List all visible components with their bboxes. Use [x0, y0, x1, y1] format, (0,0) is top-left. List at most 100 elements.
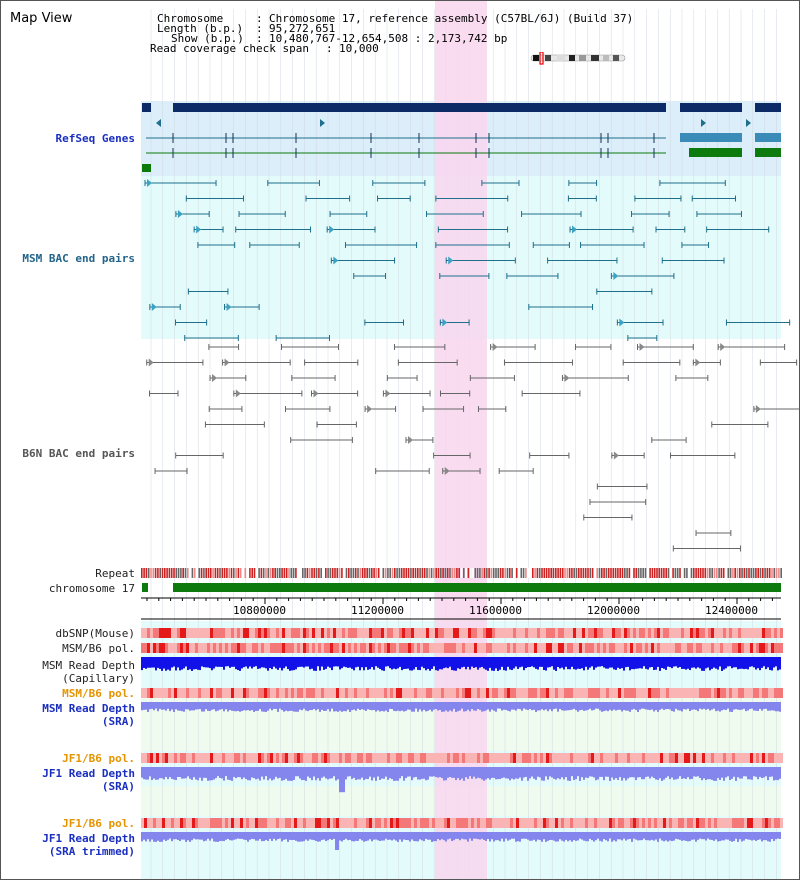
heat-cell — [171, 628, 174, 638]
depth-bar — [221, 767, 223, 779]
heat-cell — [681, 818, 684, 828]
track-label-refseq[interactable]: RefSeq Genes — [55, 132, 135, 145]
track-label-jf1-b6-pol-2[interactable]: JF1/B6 pol. — [62, 817, 135, 830]
depth-bar — [549, 832, 551, 840]
depth-bar — [179, 702, 181, 711]
depth-bar — [163, 832, 165, 840]
heat-cell — [144, 628, 147, 638]
depth-bar — [509, 657, 511, 670]
depth-bar — [441, 657, 443, 670]
heat-cell — [300, 753, 303, 763]
depth-bar — [615, 767, 617, 779]
depth-bar — [665, 767, 667, 778]
heat-cell — [738, 753, 741, 763]
track-label-jf1-depth-trimmed[interactable]: JF1 Read Depth — [42, 832, 135, 845]
track-label-jf1-b6-pol[interactable]: JF1/B6 pol. — [62, 752, 135, 765]
bac-arrow — [448, 256, 454, 265]
track-label-msm-depth-sra[interactable]: MSM Read Depth — [42, 702, 135, 715]
heat-cell — [594, 643, 597, 653]
depth-bar — [379, 832, 381, 841]
heat-cell — [276, 753, 279, 763]
track-label-jf1-depth-sra[interactable]: JF1 Read Depth — [42, 767, 135, 780]
heat-cell — [216, 688, 219, 698]
heat-cell — [330, 628, 333, 638]
track-label-chromosome[interactable]: chromosome 17 — [48, 582, 135, 595]
track-label-msm-bac[interactable]: MSM BAC end pairs — [22, 252, 135, 265]
depth-bar — [143, 657, 145, 668]
heat-cell — [471, 818, 474, 828]
depth-bar — [451, 657, 453, 671]
repeat-mark — [739, 568, 741, 578]
track-label-b6n-bac[interactable]: B6N BAC end pairs — [22, 447, 135, 460]
heat-cell — [228, 643, 231, 653]
heat-cell — [570, 628, 573, 638]
depth-bar — [593, 702, 595, 710]
heat-cell — [603, 818, 606, 828]
depth-bar — [207, 767, 209, 781]
depth-bar — [327, 832, 329, 841]
track-label-msm-depth-capillary[interactable]: MSM Read Depth — [42, 659, 135, 672]
track-label-dbsnp[interactable]: dbSNP(Mouse) — [55, 627, 135, 640]
depth-bar — [559, 702, 561, 709]
heat-cell — [594, 628, 597, 638]
track-label-repeat[interactable]: Repeat — [95, 567, 135, 580]
axis-tick-label: 12400000 — [705, 604, 758, 617]
heat-cell — [432, 753, 435, 763]
track-label-msm-b6-pol-sra[interactable]: MSM/B6 pol. — [62, 687, 135, 700]
depth-bar — [211, 702, 213, 710]
heat-cell — [408, 753, 411, 763]
depth-bar — [731, 767, 733, 779]
repeat-mark — [658, 568, 661, 578]
depth-bar — [585, 832, 587, 842]
heat-cell — [681, 628, 684, 638]
depth-bar — [483, 832, 485, 840]
depth-bar — [227, 702, 229, 712]
heat-cell — [711, 688, 714, 698]
heat-cell — [633, 643, 636, 653]
depth-bar — [217, 832, 219, 842]
depth-bar — [231, 767, 233, 781]
heat-cell — [459, 628, 462, 638]
depth-bar — [613, 767, 615, 780]
track-label-msm-b6-pol[interactable]: MSM/B6 pol. — [62, 642, 135, 655]
depth-bar — [473, 767, 475, 777]
heat-cell — [543, 628, 546, 638]
depth-bar — [377, 767, 379, 777]
repeat-mark — [410, 568, 412, 578]
heat-cell — [552, 643, 555, 653]
heat-cell — [468, 818, 471, 828]
heat-cell — [330, 643, 333, 653]
depth-bar — [497, 832, 499, 841]
heat-cell — [504, 753, 507, 763]
repeat-mark — [541, 568, 543, 578]
depth-bar — [577, 832, 579, 841]
heat-cell — [462, 643, 465, 653]
repeat-mark — [417, 568, 419, 578]
depth-bar — [693, 767, 695, 777]
heat-cell — [243, 628, 246, 638]
heat-cell — [633, 818, 636, 828]
depth-bar — [391, 832, 393, 841]
heat-cell — [474, 818, 477, 828]
depth-bar — [315, 767, 317, 781]
heat-cell — [567, 818, 570, 828]
heat-cell — [516, 753, 519, 763]
repeat-mark — [357, 568, 359, 578]
repeat-mark — [354, 568, 357, 578]
heat-cell — [693, 643, 696, 653]
repeat-mark — [226, 568, 228, 578]
depth-bar — [751, 657, 753, 667]
heat-cell — [429, 753, 432, 763]
depth-bar — [649, 702, 651, 711]
heat-cell — [477, 628, 480, 638]
depth-bar — [501, 832, 503, 839]
depth-bar — [445, 702, 447, 711]
depth-bar — [509, 767, 511, 781]
heat-cell — [696, 628, 699, 638]
chromosome-ideogram[interactable] — [529, 52, 629, 66]
depth-bar — [699, 657, 701, 669]
depth-bar — [235, 702, 237, 712]
heat-cell — [708, 628, 711, 638]
repeat-mark — [359, 568, 362, 578]
